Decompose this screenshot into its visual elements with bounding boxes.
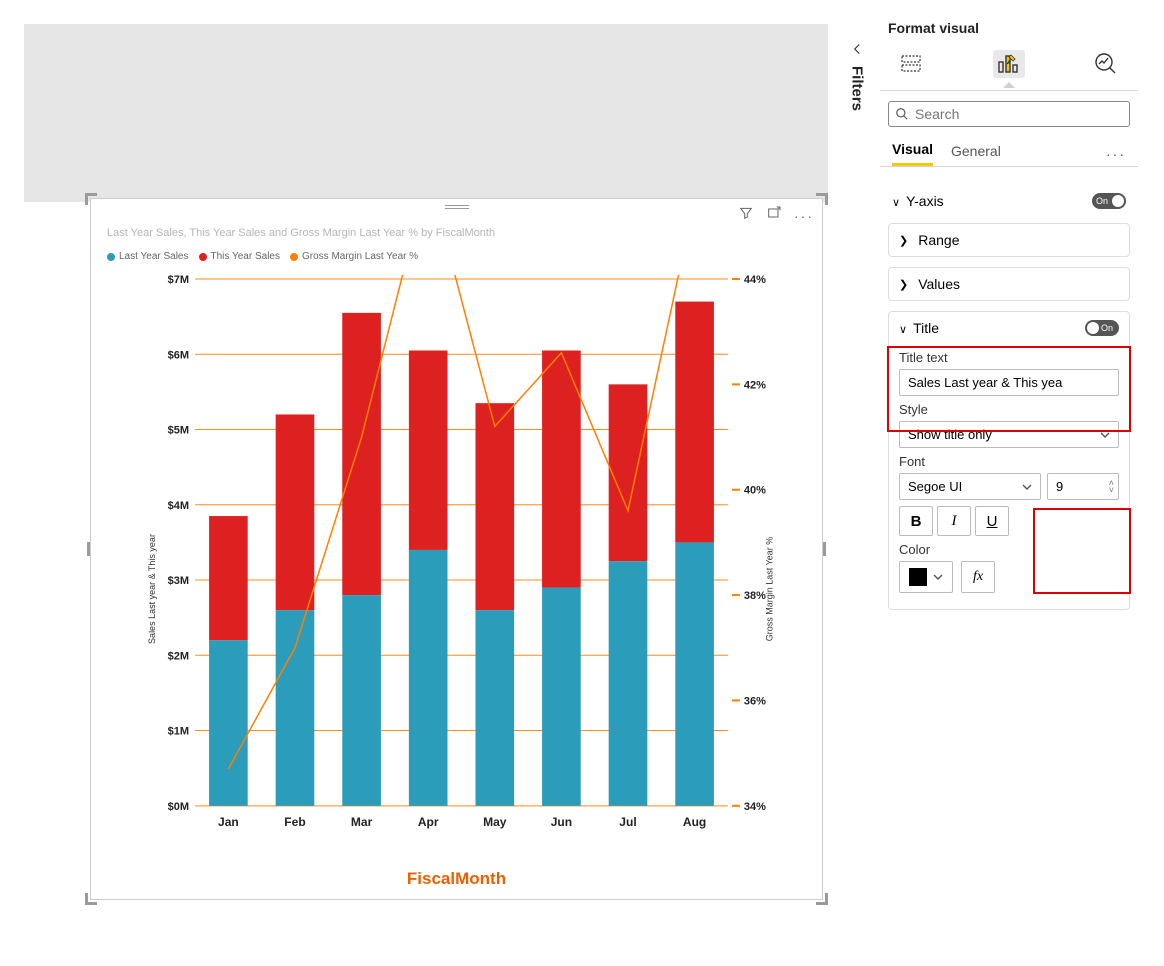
font-family-value: Segoe UI [908,479,962,494]
tab-format-visual-icon[interactable] [993,50,1025,78]
svg-text:42%: 42% [744,379,766,391]
chart-plot: $0M $1M $2M $3M $4M $5M $6M $7M 34% 36% 38% 40% 42% 4… [141,275,782,834]
bold-button[interactable]: B [899,506,933,536]
svg-text:$7M: $7M [168,275,189,286]
y-axis-values-card[interactable]: ❯ Values [888,267,1130,301]
filters-collapsed-tab[interactable]: Filters [842,40,872,111]
svg-text:$4M: $4M [168,500,189,512]
tabs-more-icon[interactable]: ··· [1106,146,1126,162]
svg-text:$3M: $3M [168,575,189,587]
tab-visual[interactable]: Visual [892,141,933,166]
style-value: Show title only [908,427,992,442]
values-label: Values [918,276,960,292]
svg-text:$6M: $6M [168,349,189,361]
title-section-card: ∨ Title On Title text Style Show title on… [888,311,1130,610]
svg-text:$5M: $5M [168,425,189,437]
more-options-icon[interactable]: ··· [794,208,814,224]
color-label: Color [899,542,1119,557]
section-y-axis[interactable]: ∨ Y-axis On [880,183,1138,219]
chart-title: Last Year Sales, This Year Sales and Gro… [107,227,495,239]
svg-text:Jan: Jan [218,815,239,829]
svg-text:44%: 44% [744,275,766,286]
font-size-value: 9 [1056,479,1063,494]
tab-general-grid-icon[interactable] [896,50,928,78]
focus-mode-icon[interactable] [766,205,782,226]
x-axis-title: FiscalMonth [407,869,506,889]
svg-text:$2M: $2M [168,650,189,662]
svg-text:Mar: Mar [351,815,373,829]
svg-text:$0M: $0M [168,801,189,813]
chevron-right-icon: ❯ [899,234,908,247]
svg-text:$1M: $1M [168,726,189,738]
font-size-stepper[interactable]: 9 ˄˅ [1047,473,1119,500]
step-down-icon[interactable]: ˅ [1109,487,1114,494]
tab-analytics-icon[interactable] [1090,50,1122,78]
canvas-background [24,24,828,202]
italic-button[interactable]: I [937,506,971,536]
title-text-input[interactable] [899,369,1119,396]
chevron-right-icon: ❯ [899,278,908,291]
y-axis-range-card[interactable]: ❯ Range [888,223,1130,257]
font-family-select[interactable]: Segoe UI [899,473,1041,500]
format-search[interactable] [888,101,1130,127]
drag-handle-icon[interactable] [445,205,469,211]
chevron-down-icon: ∨ [892,197,900,209]
chevron-down-icon [1100,430,1110,440]
toggle-on-label: On [1101,323,1113,333]
chevron-down-icon [933,572,943,582]
section-title[interactable]: ∨ Title On [889,312,1129,344]
format-pane-title: Format visual [880,14,1138,36]
svg-text:36%: 36% [744,695,766,707]
svg-text:40%: 40% [744,485,766,497]
svg-text:Apr: Apr [418,815,439,829]
filter-icon[interactable] [738,205,754,226]
svg-text:38%: 38% [744,590,766,602]
svg-text:Aug: Aug [683,815,706,829]
range-label: Range [918,232,959,248]
color-swatch [909,568,927,586]
fx-button[interactable]: fx [961,561,995,593]
filters-label: Filters [849,66,866,111]
y-axis-toggle[interactable]: On [1092,193,1126,209]
chart-visual-card[interactable]: ··· Last Year Sales, This Year Sales and… [90,198,823,900]
chart-legend: Last Year SalesThis Year SalesGross Marg… [107,251,418,262]
style-label: Style [899,402,1119,417]
svg-text:Feb: Feb [284,815,305,829]
tab-general[interactable]: General [951,143,1001,165]
svg-text:34%: 34% [744,801,766,813]
search-input[interactable] [915,106,1123,122]
underline-button[interactable]: U [975,506,1009,536]
toggle-on-label: On [1096,196,1108,206]
color-picker[interactable] [899,561,953,593]
font-label: Font [899,454,1119,469]
style-select[interactable]: Show title only [899,421,1119,448]
search-icon [895,107,909,121]
svg-text:Jul: Jul [619,815,636,829]
title-text-label: Title text [899,350,1119,365]
title-section-label: Title [913,320,939,336]
y-axis-label: Y-axis [906,193,944,209]
chevron-down-icon [1022,482,1032,492]
format-pane: Format visual Visual General ··· ∨ Y-axis… [880,14,1138,926]
svg-text:Jun: Jun [551,815,572,829]
chevron-down-icon: ∨ [899,324,907,336]
svg-text:May: May [483,815,507,829]
collapse-arrow-icon [848,40,866,58]
title-toggle[interactable]: On [1085,320,1119,336]
